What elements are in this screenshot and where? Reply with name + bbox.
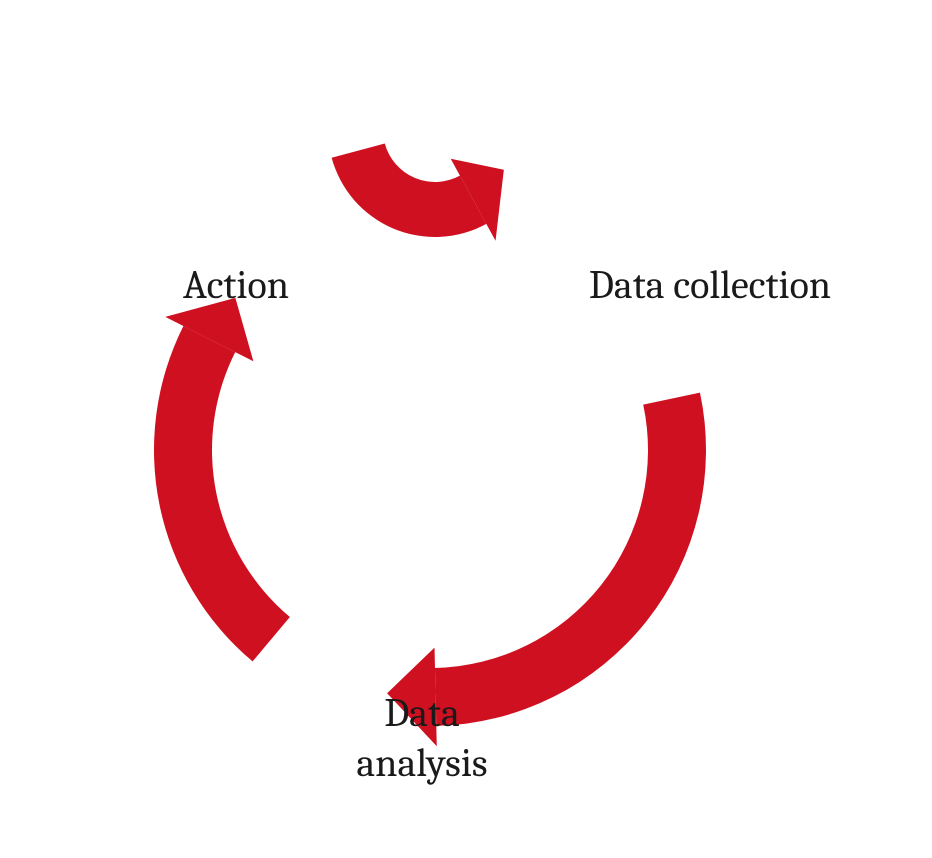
stage-data-collection: Data collection: [510, 260, 910, 310]
stage-data-analysis: Data analysis: [272, 688, 572, 788]
top-arrow-body: [332, 143, 487, 237]
left-arrow-body: [154, 326, 290, 661]
stage-action: Action: [106, 260, 366, 310]
cycle-diagram: Action Data collection Data analysis: [0, 0, 932, 858]
right-arrow-body: [435, 393, 706, 726]
